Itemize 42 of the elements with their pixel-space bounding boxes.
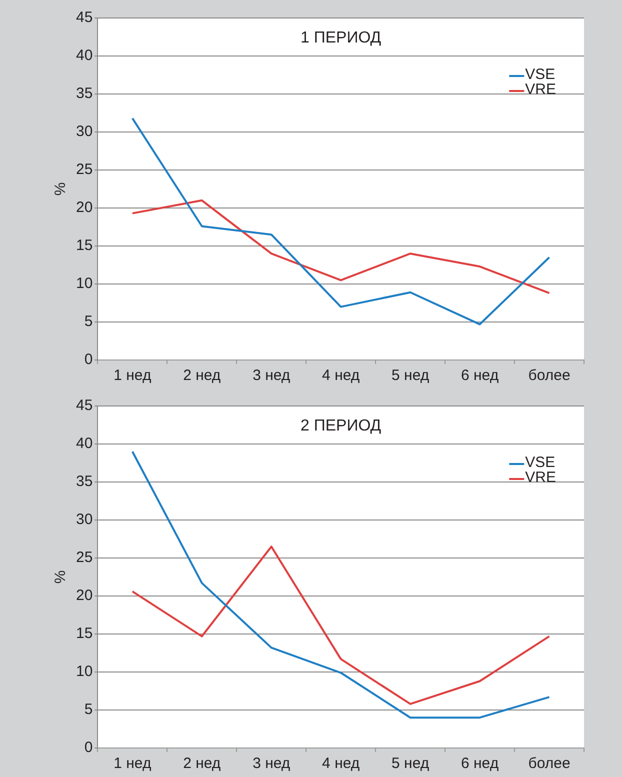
y-tick-label: 40 [76, 47, 93, 64]
y-tick-label: 5 [84, 313, 93, 330]
y-tick-label: 45 [76, 397, 93, 414]
y-tick-label: 10 [76, 275, 93, 292]
legend-label: VRE [525, 81, 556, 98]
y-tick-label: 15 [76, 625, 93, 642]
x-tick-label: 2 нед [183, 755, 221, 772]
text: 2 ПЕРИОД [300, 417, 382, 434]
x-tick-label: более [528, 755, 570, 772]
y-axis-title: % [52, 182, 70, 196]
x-tick-label: 4 нед [322, 755, 360, 772]
text: 1 ПЕРИОД [300, 29, 382, 46]
x-tick-label: 6 нед [461, 755, 499, 772]
x-tick-label: 5 нед [392, 367, 430, 384]
x-tick-label: 4 нед [322, 367, 360, 384]
legend-label: VRE [525, 469, 556, 486]
y-tick-label: 20 [76, 199, 93, 216]
y-tick-label: 0 [84, 351, 93, 368]
x-tick-label: 2 нед [183, 367, 221, 384]
x-tick-label: более [528, 367, 570, 384]
y-tick-label: 30 [76, 511, 93, 528]
legend-label: VSE [525, 454, 556, 472]
y-tick-label: 0 [84, 739, 93, 756]
x-tick-label: 5 нед [392, 755, 430, 772]
x-tick-label: 6 нед [461, 367, 499, 384]
y-tick-label: 25 [76, 549, 93, 566]
y-tick-label: 25 [76, 161, 93, 178]
x-tick-label: 1 нед [114, 367, 152, 384]
x-tick-label: 3 нед [252, 755, 290, 772]
y-tick-label: 20 [76, 587, 93, 604]
y-tick-label: 30 [76, 123, 93, 140]
y-tick-label: 40 [76, 435, 93, 452]
x-tick-label: 1 нед [114, 755, 152, 772]
legend-label: VSE [525, 66, 556, 84]
y-tick-label: 5 [84, 701, 93, 718]
y-tick-label: 45 [76, 9, 93, 26]
x-tick-label: 3 нед [252, 367, 290, 384]
y-tick-label: 35 [76, 85, 93, 102]
y-tick-label: 15 [76, 237, 93, 254]
y-tick-label: 10 [76, 663, 93, 680]
y-axis-title: % [52, 570, 70, 584]
y-tick-label: 35 [76, 473, 93, 490]
